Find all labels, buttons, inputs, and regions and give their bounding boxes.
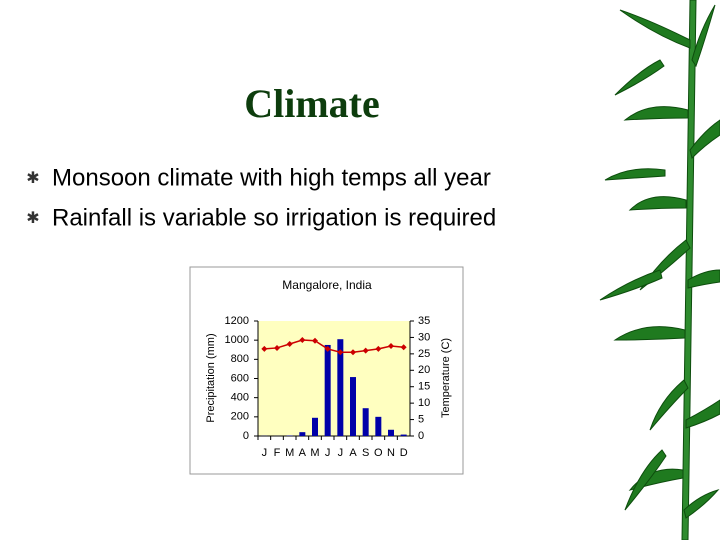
bar (337, 339, 344, 436)
marker (362, 347, 369, 354)
marker (400, 344, 407, 351)
marker (274, 344, 280, 351)
x-tick-label: J (262, 447, 268, 459)
y-tick-label: 600 (231, 372, 249, 384)
x-tick-label: N (387, 447, 395, 459)
y-tick-label: 1000 (225, 334, 249, 346)
y2-tick-label: 15 (418, 381, 430, 393)
y2-tick-label: 20 (418, 364, 430, 376)
y2-tick-label: 30 (418, 331, 430, 343)
bullet-marker: ✱ (26, 210, 39, 227)
y-tick-label: 200 (231, 411, 249, 423)
marker (388, 342, 394, 349)
marker (375, 345, 382, 352)
x-tick-label: A (349, 447, 357, 459)
x-tick-label: M (285, 447, 294, 459)
bamboo (599, 0, 720, 540)
x-tick-label: J (325, 447, 331, 459)
marker (286, 341, 293, 347)
bullet-marker: ✱ (26, 170, 39, 187)
y-tick-label: 400 (231, 392, 249, 404)
y-tick-label: 800 (231, 353, 249, 365)
marker (312, 337, 318, 344)
x-tick-label: F (274, 447, 281, 459)
y-axis-label: Precipitation (mm) (205, 333, 217, 422)
marker (324, 345, 331, 352)
y2-tick-label: 5 (418, 413, 424, 425)
x-tick-label: J (338, 447, 344, 459)
bar (324, 344, 331, 436)
plot-area (258, 321, 410, 436)
chart-title: Mangalore, India (282, 278, 372, 292)
x-tick-label: M (310, 447, 319, 459)
x-tick-label: S (362, 447, 369, 459)
marker (350, 349, 356, 356)
x-tick-label: D (400, 447, 408, 459)
bar (299, 432, 306, 436)
y-tick-label: 0 (243, 430, 249, 442)
bullet-text: Rainfall is variable so irrigation is re… (52, 204, 496, 231)
bar (388, 429, 394, 436)
y2-tick-label: 10 (418, 397, 430, 409)
x-tick-label: O (374, 447, 383, 459)
y2-tick-label: 0 (418, 430, 424, 442)
bullet-text: Monsoon climate with high temps all year (52, 164, 491, 191)
bar (312, 417, 318, 436)
bar (375, 416, 382, 436)
bar (350, 377, 356, 436)
x-tick-label: A (299, 447, 307, 459)
bar (362, 408, 369, 436)
marker (337, 349, 344, 356)
marker (299, 337, 306, 344)
y2-tick-label: 25 (418, 348, 430, 360)
y2-tick-label: 35 (418, 315, 430, 327)
y2-axis-label: Temperature (C) (440, 338, 452, 418)
bar (400, 434, 407, 436)
slide-title: Climate (244, 81, 380, 126)
marker (261, 345, 268, 352)
y-tick-label: 1200 (225, 315, 249, 327)
